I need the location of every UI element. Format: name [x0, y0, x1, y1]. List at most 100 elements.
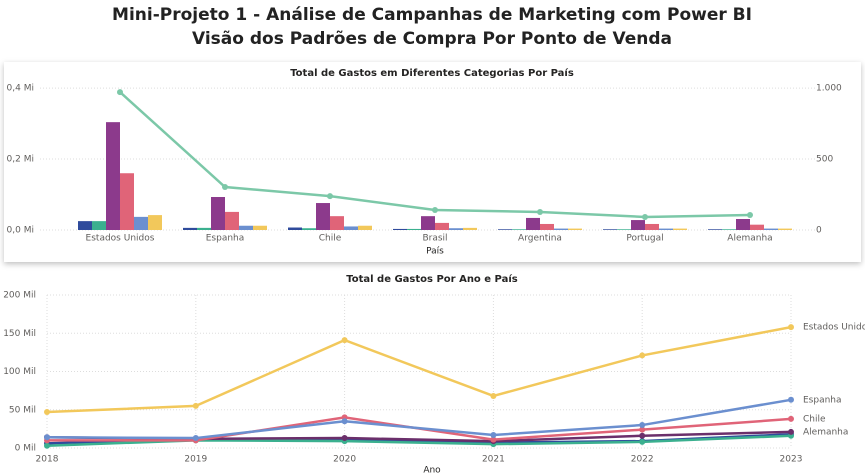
bar: [344, 226, 358, 230]
title: Mini-Projeto 1 - Análise de Campanhas de…: [112, 5, 752, 25]
line: [46, 398, 792, 440]
bar: [134, 216, 148, 230]
x-tick-label: 2022: [631, 455, 654, 465]
point: [788, 415, 794, 422]
point: [44, 409, 50, 416]
point: [537, 208, 543, 215]
bar: [554, 228, 568, 230]
chart-title: Total de Gastos Por Ano e País: [346, 273, 518, 285]
point: [747, 211, 753, 218]
bar: [673, 228, 687, 230]
bar: [512, 229, 526, 230]
bar: [750, 224, 764, 230]
bar: [736, 219, 750, 230]
bar: [645, 223, 659, 230]
bar: [449, 228, 463, 230]
x-tick-label: 2019: [184, 455, 207, 465]
bar: [617, 229, 631, 230]
bar: [197, 227, 211, 230]
point: [490, 431, 497, 438]
x-tick-label: Estados Unidos: [86, 234, 155, 244]
y-tick-label: 0,0 Mi: [7, 226, 34, 236]
y-tick-label: 0 Mil: [15, 444, 36, 454]
y-tick-label: 200 Mil: [3, 291, 36, 301]
y-tick-label: 0,2 Mi: [7, 155, 34, 165]
point: [327, 193, 333, 200]
point: [490, 436, 497, 443]
bar: [288, 227, 302, 230]
series-label: Chile: [803, 414, 826, 424]
series-label: Alemanha: [803, 427, 848, 437]
point: [639, 432, 646, 439]
point: [341, 435, 348, 442]
point: [639, 438, 646, 445]
bar: [708, 229, 722, 230]
bar: [330, 216, 344, 230]
bar: [316, 203, 330, 230]
bar: [253, 225, 267, 230]
point: [192, 402, 199, 409]
y-tick-label: 50 Mil: [9, 405, 36, 415]
x-tick-label: 2023: [780, 455, 803, 465]
bar: [435, 222, 449, 230]
y2-tick-label: 0: [816, 226, 822, 236]
panel: [4, 62, 861, 262]
bar: [764, 228, 778, 230]
x-tick-label: 2020: [333, 455, 356, 465]
point: [490, 392, 497, 399]
point: [44, 434, 50, 441]
x-tick-label: 2021: [482, 455, 505, 465]
point: [788, 428, 794, 435]
y-tick-label: 0,4 Mi: [7, 84, 34, 94]
bar: [225, 211, 239, 230]
point: [222, 184, 228, 191]
line: [46, 325, 792, 414]
point: [788, 396, 794, 403]
x-axis-label: Ano: [423, 466, 441, 475]
y2-tick-label: 500: [816, 155, 833, 165]
bar: [407, 228, 421, 230]
y-tick-label: 100 Mil: [3, 367, 36, 377]
bar: [302, 228, 316, 230]
x-tick-label: Brasil: [422, 234, 447, 244]
x-tick-label: Argentina: [518, 234, 562, 244]
series-label: Espanha: [803, 395, 842, 405]
bar: [603, 229, 617, 230]
point: [639, 422, 646, 429]
bar: [526, 217, 540, 230]
bar: [540, 223, 554, 230]
bar: [568, 228, 582, 230]
bar: [498, 229, 512, 230]
point: [192, 435, 199, 442]
bar: [659, 228, 673, 230]
point: [432, 206, 438, 213]
chart-title: Total de Gastos em Diferentes Categorias…: [290, 67, 574, 79]
bar: [393, 228, 407, 230]
point: [44, 442, 50, 449]
y2-tick-label: 1.000: [816, 84, 842, 94]
bar: [183, 227, 197, 230]
subtitle: Visão dos Padrões de Compra Por Ponto de…: [192, 29, 672, 49]
point: [341, 418, 348, 425]
bar: [120, 173, 134, 230]
bar: [778, 228, 792, 230]
bar: [78, 221, 92, 230]
x-tick-label: 2018: [36, 455, 59, 465]
bar: [92, 221, 106, 230]
bar: [463, 227, 477, 230]
point: [788, 324, 794, 331]
bar: [358, 225, 372, 230]
bar: [722, 229, 736, 230]
series-label: Estados Unidos: [803, 323, 865, 333]
point: [639, 352, 646, 359]
x-axis-label: País: [426, 247, 444, 257]
x-tick-label: Chile: [319, 234, 342, 244]
x-tick-label: Espanha: [206, 234, 245, 244]
y-tick-label: 150 Mil: [3, 329, 36, 339]
bar: [211, 197, 225, 230]
bar: [421, 216, 435, 230]
bar: [148, 215, 162, 230]
point: [639, 426, 646, 433]
